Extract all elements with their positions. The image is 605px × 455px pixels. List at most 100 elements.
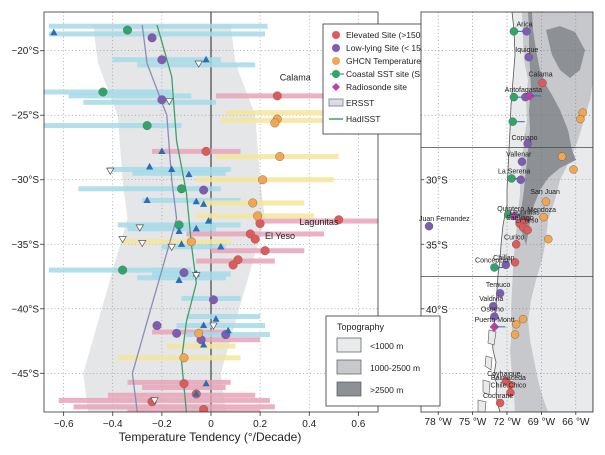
map-ghcn-site: [557, 152, 567, 161]
trend-triangle: [204, 217, 213, 224]
map-land-high: [521, 12, 585, 245]
topography-mid-label: 1000-2500 m: [370, 363, 420, 373]
coastal-site-point: [118, 265, 128, 275]
map-place-label: Juan Fernandez: [419, 216, 470, 223]
interval-bar: [161, 244, 226, 250]
ghcn-site-point: [179, 353, 189, 363]
trend-triangle: [202, 55, 210, 63]
map-ghcn-site: [539, 212, 548, 222]
trend-triangle-open: [192, 272, 201, 280]
map-place-label: Temuco: [486, 282, 511, 289]
y-tick-label: −45°S: [11, 369, 39, 380]
trend-triangle: [212, 315, 220, 322]
interval-bar: [137, 62, 256, 68]
map-place-label: Puerto Montt: [475, 317, 515, 324]
map-elevated-site: [510, 258, 520, 267]
trend-triangle: [146, 162, 154, 170]
y-tick-label: −30°S: [11, 175, 39, 186]
interval-bar: [48, 23, 268, 29]
x-tick-label: 0: [208, 419, 214, 430]
trend-triangle-open: [167, 243, 176, 252]
interval-bar: [186, 231, 324, 237]
map-place-label: Antofagasta: [505, 87, 542, 94]
lowlying-site-point: [147, 33, 157, 43]
y-tick-label: −40°S: [11, 304, 39, 315]
trend-triangle-open: [118, 236, 127, 244]
ghcn-site-point: [258, 175, 268, 185]
map-lowlying-site: [522, 27, 531, 36]
map-lowlying-site: [524, 52, 533, 62]
map-place-label: Mendoza: [527, 207, 556, 214]
map-place-label: Lagunitas: [509, 210, 540, 217]
map-ghcn-site: [511, 320, 521, 329]
interval-bar: [220, 117, 359, 123]
topography-legend-title: Topography: [337, 322, 385, 332]
topography-low-label: <1000 m: [370, 341, 403, 351]
trend-triangle: [177, 240, 186, 247]
map-y-tick-label: 30°S: [426, 176, 448, 187]
interval-bar: [107, 166, 231, 172]
legend-ersst-label: ERSST: [346, 98, 374, 108]
map-lowlying-site: [495, 289, 505, 298]
interval-bar: [211, 248, 305, 254]
legend-coastal-marker: [332, 70, 340, 78]
legend-radiosonde-label: Radiosonde site: [346, 82, 407, 92]
trend-triangle: [200, 340, 208, 348]
trend-triangle: [224, 326, 232, 334]
trend-triangle: [158, 147, 166, 154]
ghcn-site-point: [194, 328, 204, 338]
map-elevated-site: [506, 388, 515, 397]
interval-bar: [152, 329, 226, 335]
elevated-site-point: [201, 146, 211, 156]
interval-bar: [132, 170, 226, 176]
map-elevated-site: [538, 78, 547, 88]
map-coastal-site: [507, 174, 516, 183]
trend-triangle: [143, 196, 151, 203]
interval-bar: [44, 89, 172, 95]
legend-radiosonde-marker: [332, 83, 340, 91]
coastal-site-point: [98, 87, 108, 97]
legend-ersst-swatch: [328, 98, 344, 107]
interval-bar: [215, 93, 329, 99]
annotation-label: Calama: [280, 72, 311, 82]
interval-bar: [196, 337, 261, 343]
x-tick-label: −0.6: [54, 419, 74, 430]
interval-bar: [137, 275, 226, 281]
legend-elevated-marker: [332, 31, 340, 39]
lowlying-site-point: [152, 321, 162, 331]
interval-bar: [152, 271, 231, 277]
site-map: Arica Iquique Calama Antofagasta Copiapo Vall…: [325, 11, 594, 428]
map-place-label: Valdivia: [479, 296, 503, 303]
y-tick-label: −25°S: [11, 111, 39, 122]
legend-ghcn-label: GHCN Temperature Site: [346, 56, 438, 66]
interval-bar: [127, 226, 216, 232]
trend-triangle-open: [194, 60, 203, 68]
x-tick-label: −0.2: [152, 419, 172, 430]
interval-bar: [78, 186, 221, 192]
map-place-label: San Juan: [530, 189, 560, 196]
x-tick-label: 0.6: [351, 419, 365, 430]
trend-triangle-open: [150, 397, 159, 405]
map-lowlying-site: [523, 139, 532, 148]
interval-bar: [255, 218, 378, 224]
map-lowlying-site: [489, 301, 498, 311]
map-elevated-site: [511, 240, 521, 249]
y-tick-label: −35°S: [11, 240, 39, 251]
map-lowlying-site: [517, 157, 527, 166]
trend-triangle: [185, 170, 193, 178]
map-coastal-site: [509, 92, 519, 102]
annotation-label: El Yeso: [265, 231, 295, 241]
interval-bar: [83, 99, 216, 105]
map-elevated-site: [523, 225, 532, 235]
x-tick-label: 0.4: [302, 419, 316, 430]
map-x-tick-label: 75 °W: [459, 417, 487, 428]
map-place-label: Coyhaique: [487, 371, 521, 378]
lowlying-site-point: [208, 295, 218, 305]
map-ghcn-site: [510, 330, 520, 339]
lowlying-site-point: [179, 268, 189, 278]
coastal-site-point: [177, 184, 187, 194]
map-place-label: Curico: [504, 234, 524, 241]
elevated-site-point: [260, 246, 270, 256]
annotation-label: Lagunitas: [299, 217, 339, 227]
map-ghcn-site: [576, 114, 585, 124]
